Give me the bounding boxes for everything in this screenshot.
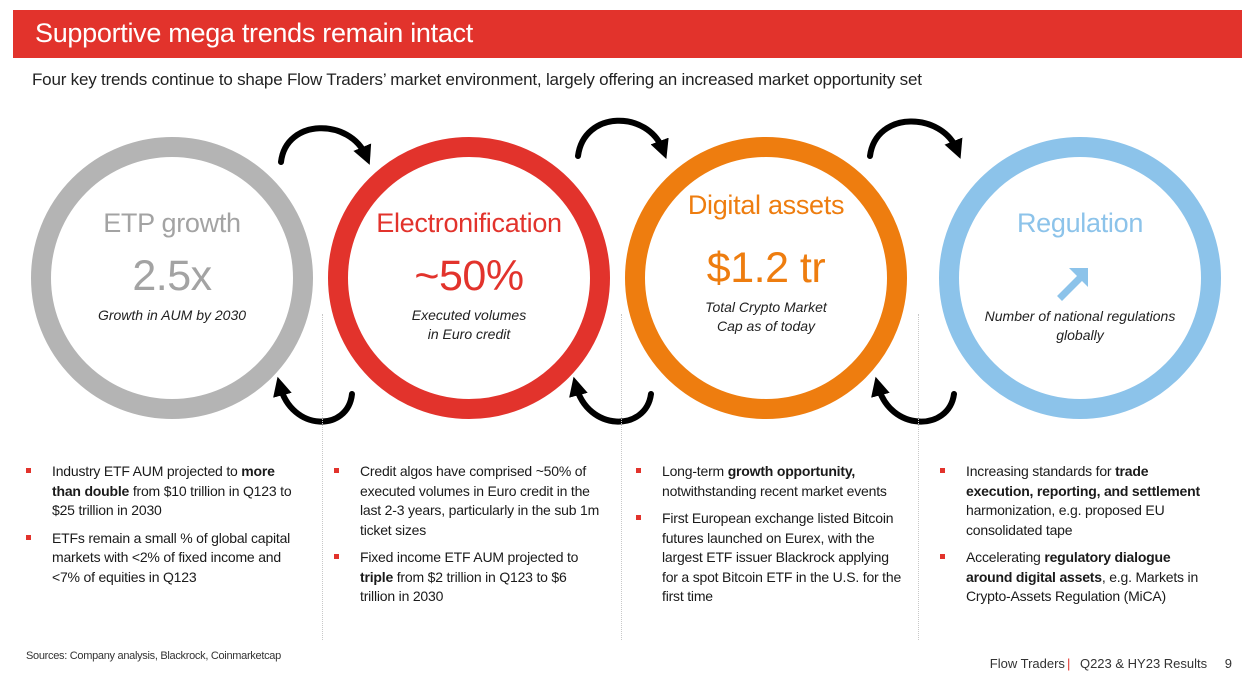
digital-assets-ring (625, 137, 907, 419)
sources-note: Sources: Company analysis, Blackrock, Co… (26, 650, 281, 662)
digital-assets-title: Digital assets (687, 190, 845, 220)
footer-separator: | (1066, 656, 1071, 671)
etp-growth-ring (31, 137, 313, 419)
cycle-arrow-top-1-icon (278, 125, 372, 165)
bullet-item: Industry ETF AUM projected to more than … (24, 462, 292, 521)
electronification-title: Electronification (376, 208, 562, 238)
cycle-arrow-bottom-1-icon (273, 376, 355, 425)
electronification-ring (328, 137, 610, 419)
etp-growth-label: ETP growth 2.5x Growth in AUM by 2030 (42, 208, 302, 325)
regulation-label: Regulation Number of national regulation… (950, 208, 1210, 345)
page-number: 9 (1224, 656, 1232, 671)
cycle-arrow-bottom-3-icon (871, 376, 957, 425)
footer-company: Flow Traders (989, 656, 1065, 671)
etp-growth-value: 2.5x (132, 252, 212, 300)
bullet-item: Credit algos have comprised ~50% of exec… (332, 462, 600, 540)
page-title: Supportive mega trends remain intact (35, 18, 473, 48)
digital-assets-bullets: Long-term growth opportunity, notwithsta… (634, 462, 902, 615)
cycle-arrow-top-2-icon (575, 117, 669, 159)
column-divider (918, 314, 919, 640)
column-divider (621, 314, 622, 640)
page-subtitle: Four key trends continue to shape Flow T… (32, 70, 922, 89)
bullet-item: Increasing standards for trade execution… (938, 462, 1206, 540)
footer-report: Q223 & HY23 Results (1079, 656, 1208, 671)
footer: Flow Traders | Q223 & HY23 Results 9 (990, 656, 1232, 671)
etp-growth-title: ETP growth (103, 208, 241, 238)
cycle-arrow-top-3-icon (867, 118, 963, 159)
digital-assets-desc-1: Total Crypto Market (705, 299, 827, 315)
regulation-desc-1: Number of national regulations (984, 308, 1176, 324)
digital-assets-desc-2: Cap as of today (716, 318, 816, 334)
regulation-bullets: Increasing standards for trade execution… (938, 462, 1206, 615)
digital-assets-value: $1.2 tr (706, 244, 826, 292)
electronification-desc-1: Executed volumes (411, 307, 527, 323)
digital-assets-label: Digital assets $1.2 tr Total Crypto Mark… (636, 190, 896, 336)
column-divider (322, 314, 323, 640)
regulation-desc-2: globally (1056, 327, 1104, 343)
regulation-title: Regulation (1016, 208, 1144, 238)
bullet-item: Accelerating regulatory dialogue around … (938, 548, 1206, 607)
bullet-item: First European exchange listed Bitcoin f… (634, 509, 902, 607)
etp-growth-desc: Growth in AUM by 2030 (97, 307, 247, 323)
electronification-desc-2: in Euro credit (427, 326, 511, 342)
bullet-item: Long-term growth opportunity, notwithsta… (634, 462, 902, 501)
bullet-item: ETFs remain a small % of global capital … (24, 529, 292, 588)
title-bar: Supportive mega trends remain intact (13, 10, 1242, 58)
arrow-up-right-icon (1057, 268, 1088, 301)
regulation-ring (939, 137, 1221, 419)
electronification-value: ~50% (414, 252, 524, 300)
bullet-item: Fixed income ETF AUM projected to triple… (332, 548, 600, 607)
electronification-bullets: Credit algos have comprised ~50% of exec… (332, 462, 600, 615)
electronification-label: Electronification ~50% Executed volumes … (339, 208, 599, 344)
cycle-arrow-bottom-2-icon (569, 376, 654, 425)
etp-growth-bullets: Industry ETF AUM projected to more than … (24, 462, 292, 595)
